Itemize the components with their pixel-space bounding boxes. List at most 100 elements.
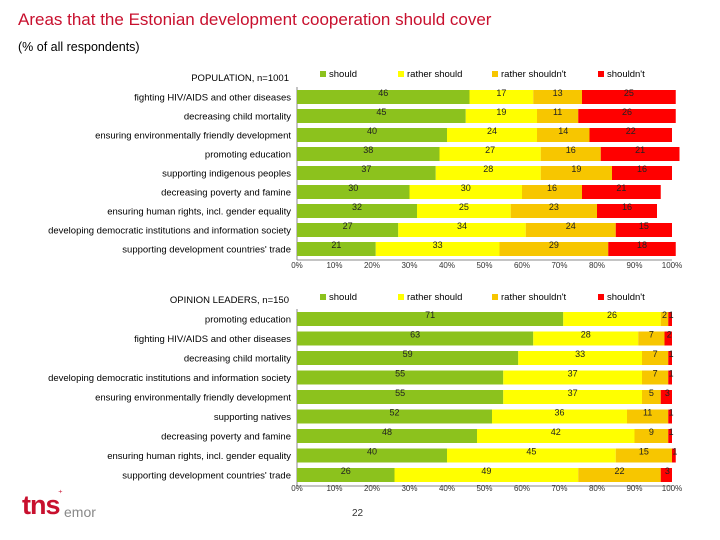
data-label: 3 <box>665 466 670 476</box>
data-label: 30 <box>348 183 358 193</box>
category-label: ensuring human rights, incl. gender equa… <box>107 451 291 462</box>
category-label: developing democratic institutions and i… <box>48 226 291 237</box>
bar-segment-should <box>297 468 395 482</box>
page-title: Areas that the Estonian development coop… <box>18 10 492 29</box>
bar-segment-shouldn-t <box>668 312 672 326</box>
bar-segment-rather-shouldn-t <box>634 429 669 443</box>
bar-segment-rather-should <box>503 370 642 385</box>
data-label: 42 <box>551 427 561 437</box>
data-label: 46 <box>378 88 388 98</box>
bar-segment-rather-shouldn-t <box>510 204 597 218</box>
bar-segment-rather-should <box>469 90 534 104</box>
data-label: 1 <box>669 310 674 320</box>
data-label: 3 <box>665 388 670 398</box>
tns-emor-logo: tns ⁺ emor <box>22 488 102 530</box>
category-label: ensuring environmentally friendly develo… <box>95 131 291 142</box>
category-label: supporting indigenous peoples <box>162 169 291 180</box>
data-label: 21 <box>635 145 645 155</box>
data-label: 19 <box>496 107 506 117</box>
bar-segment-should <box>297 409 492 424</box>
bar-segment-shouldn-t <box>668 351 672 365</box>
data-label: 38 <box>363 145 373 155</box>
bar-segment-shouldn-t <box>582 185 661 199</box>
category-label: supporting development countries' trade <box>122 471 291 482</box>
data-label: 13 <box>553 88 563 98</box>
category-label: promoting education <box>205 315 291 326</box>
bar-segment-rather-should <box>409 185 522 199</box>
bar-segment-shouldn-t <box>608 242 676 256</box>
data-label: 15 <box>639 447 649 457</box>
bar-segment-rather-should <box>518 351 642 365</box>
data-label: 40 <box>367 126 377 136</box>
legend-swatch-3 <box>492 71 498 77</box>
data-label: 19 <box>571 164 581 174</box>
category-label: decreasing child mortality <box>184 112 291 123</box>
data-label: 37 <box>361 164 371 174</box>
chart-title: OPINION LEADERS, n=150 <box>170 295 289 306</box>
legend-label-1: should <box>329 292 357 303</box>
bar-segment-shouldn-t <box>578 109 676 123</box>
data-label: 9 <box>649 427 654 437</box>
data-label: 33 <box>433 240 443 250</box>
x-tick-label: 10% <box>326 484 342 493</box>
data-label: 7 <box>653 369 658 379</box>
bar-segment-rather-shouldn-t <box>537 128 590 142</box>
data-label: 23 <box>549 202 559 212</box>
data-label: 63 <box>410 330 420 340</box>
data-label: 11 <box>553 107 562 117</box>
x-tick-label: 40% <box>439 484 455 493</box>
bar-segment-shouldn-t <box>615 223 672 237</box>
data-label: 16 <box>566 145 576 155</box>
x-tick-label: 20% <box>364 484 380 493</box>
x-tick-label: 10% <box>326 261 342 270</box>
data-label: 16 <box>622 202 632 212</box>
data-label: 59 <box>403 349 413 359</box>
data-label: 21 <box>616 183 626 193</box>
data-label: 1 <box>669 349 674 359</box>
bar-segment-shouldn-t <box>668 409 672 424</box>
bar-segment-should <box>297 166 436 180</box>
category-label: fighting HIV/AIDS and other diseases <box>134 93 291 104</box>
bar-segment-rather-should <box>563 312 661 326</box>
bar-segment-shouldn-t <box>589 128 672 142</box>
x-tick-label: 20% <box>364 261 380 270</box>
category-label: supporting development countries' trade <box>122 245 291 256</box>
category-label: decreasing child mortality <box>184 354 291 365</box>
data-label: 24 <box>487 126 497 136</box>
data-label: 55 <box>395 369 405 379</box>
data-label: 55 <box>395 388 405 398</box>
bar-segment-should <box>297 242 376 256</box>
bar-segment-rather-shouldn-t <box>525 223 616 237</box>
data-label: 1 <box>672 447 677 457</box>
bar-segment-rather-shouldn-t <box>642 351 669 365</box>
data-label: 2 <box>662 310 667 320</box>
data-label: 45 <box>526 447 536 457</box>
bar-segment-rather-should <box>465 109 537 123</box>
bar-segment-should <box>297 204 417 218</box>
bar-segment-should <box>297 331 534 346</box>
data-label: 25 <box>459 202 469 212</box>
data-label: 1 <box>669 408 674 418</box>
x-tick-label: 80% <box>589 261 605 270</box>
legend-label-4: shouldn't <box>607 292 645 303</box>
bar-segment-rather-shouldn-t <box>642 370 669 385</box>
bar-segment-rather-should <box>394 468 579 482</box>
x-tick-label: 0% <box>291 261 303 270</box>
chart-title: POPULATION, n=1001 <box>191 73 289 84</box>
logo-mark-icon: ⁺ <box>58 488 63 498</box>
bar-segment-should <box>297 185 410 199</box>
data-label: 26 <box>607 310 617 320</box>
category-label: ensuring environmentally friendly develo… <box>95 393 291 404</box>
data-label: 25 <box>624 88 634 98</box>
x-tick-label: 30% <box>401 484 417 493</box>
bar-segment-should <box>297 370 504 385</box>
data-label: 36 <box>554 408 564 418</box>
data-label: 22 <box>614 466 624 476</box>
x-tick-label: 100% <box>662 484 682 493</box>
data-label: 27 <box>343 221 353 231</box>
bar-segment-rather-should <box>503 390 642 404</box>
data-label: 52 <box>389 408 399 418</box>
x-tick-label: 50% <box>476 484 492 493</box>
x-tick-label: 60% <box>514 261 530 270</box>
bar-segment-shouldn-t <box>597 204 657 218</box>
